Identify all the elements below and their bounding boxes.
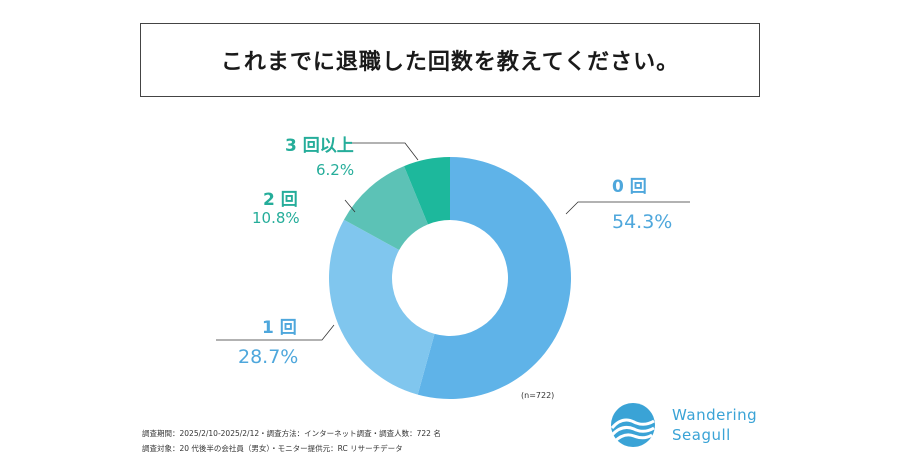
logo-text-line2: Seagull <box>672 426 731 444</box>
donut-slice-0 <box>417 157 571 399</box>
logo-text-line1: Wandering <box>672 406 758 424</box>
donut-slice-2 <box>343 166 428 251</box>
donut-slice-3 <box>404 157 450 225</box>
leader-line-0 <box>565 201 690 215</box>
slice-value-2: 10.8% <box>252 209 300 227</box>
title-box: これまでに退職した回数を教えてください。 <box>140 23 760 97</box>
sample-size-note: (n=722) <box>521 391 554 400</box>
slice-value-0: 54.3% <box>612 211 672 233</box>
slice-value-3: 6.2% <box>316 161 354 179</box>
footnote-survey-target: 調査対象：20 代後半の会社員（男女）・モニター提供元：RC リサーチデータ <box>142 444 403 453</box>
footnote-survey-info: 調査期間：2025/2/10-2025/2/12・調査方法：インターネット調査・… <box>142 429 441 438</box>
slice-label-1: 1 回 <box>262 318 297 338</box>
donut-slice-1 <box>329 219 435 395</box>
slice-label-3: 3 回以上 <box>285 136 354 156</box>
leader-line-1 <box>216 324 335 341</box>
slice-label-0: 0 回 <box>612 177 647 197</box>
slice-value-1: 28.7% <box>238 346 298 368</box>
leader-line-2 <box>344 199 356 213</box>
seagull-wave-logo <box>610 403 655 447</box>
leader-line-3 <box>348 142 419 161</box>
chart-title: これまでに退職した回数を教えてください。 <box>220 50 680 75</box>
slice-label-2: 2 回 <box>263 190 298 210</box>
